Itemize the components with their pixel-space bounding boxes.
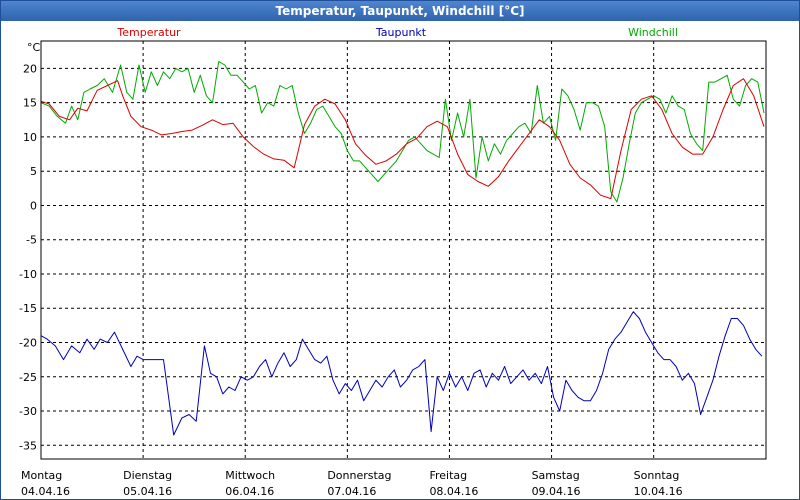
y-tick-label: -35 [19, 439, 37, 452]
legend-temperatur: Temperatur [116, 26, 181, 39]
y-tick-label: 20 [23, 62, 37, 75]
x-axis-labels: Montag 04.04.16 Dienstag 05.04.16 Mittwoch 06… [21, 469, 683, 498]
series-line-temperatur [40, 78, 765, 200]
y-tick-label: -10 [19, 268, 37, 281]
y-tick-label: 5 [30, 165, 37, 178]
series-lines [40, 61, 765, 436]
x-tick-date: 05.04.16 [123, 485, 172, 498]
x-tick-date: 09.04.16 [532, 485, 581, 498]
legend: Temperatur Taupunkt Windchill [116, 26, 678, 39]
series-line-windchill [40, 61, 765, 203]
y-tick-label: 0 [30, 199, 37, 212]
x-tick-day: Donnerstag [327, 469, 391, 482]
grid-lines [41, 41, 766, 459]
x-tick-date: 06.04.16 [225, 485, 274, 498]
x-tick-day: Sonntag [634, 469, 680, 482]
x-tick-date: 08.04.16 [429, 485, 478, 498]
plot-area-border [40, 40, 767, 460]
x-tick-date: 07.04.16 [327, 485, 376, 498]
x-tick-day: Samstag [532, 469, 580, 482]
y-tick-label: 10 [23, 131, 37, 144]
legend-windchill: Windchill [628, 26, 678, 39]
x-tick-day: Mittwoch [225, 469, 275, 482]
y-axis-labels: 20 15 10 5 0 -5 -10 -15 -20 -25 -30 -35 [19, 62, 37, 452]
x-tick-day: Dienstag [123, 469, 172, 482]
legend-taupunkt: Taupunkt [375, 26, 427, 39]
y-tick-label: 15 [23, 97, 37, 110]
y-tick-label: -15 [19, 302, 37, 315]
series-line-taupunkt [40, 311, 763, 436]
chart-canvas: 20 15 10 5 0 -5 -10 -15 -20 -25 -30 -35 Montag 04.04… [19, 26, 767, 498]
y-tick-label: -5 [26, 234, 37, 247]
x-tick-date: 10.04.16 [634, 485, 683, 498]
y-axis-unit: °C [27, 41, 41, 54]
y-tick-label: -25 [19, 371, 37, 384]
x-tick-date: 04.04.16 [21, 485, 70, 498]
x-tick-day: Freitag [429, 469, 467, 482]
chart-title: Temperatur, Taupunkt, Windchill [°C] [1, 1, 799, 21]
x-tick-day: Montag [21, 469, 62, 482]
y-tick-label: -20 [19, 337, 37, 350]
y-tick-label: -30 [19, 405, 37, 418]
